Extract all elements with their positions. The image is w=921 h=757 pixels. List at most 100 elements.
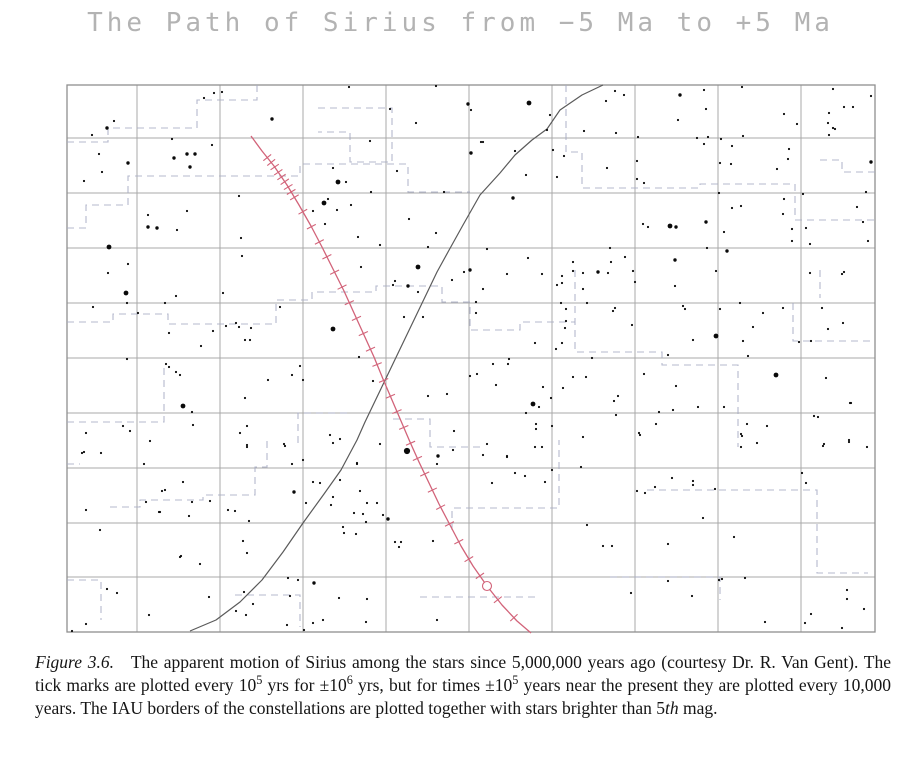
- star: [311, 621, 315, 625]
- star: [445, 392, 449, 396]
- star: [163, 488, 167, 492]
- time-tick: [398, 424, 409, 430]
- star: [729, 162, 733, 166]
- star: [826, 121, 830, 125]
- star: [198, 562, 202, 566]
- star: [614, 131, 618, 135]
- star: [610, 544, 614, 548]
- star: [827, 111, 831, 115]
- star: [730, 206, 734, 210]
- star: [239, 236, 243, 240]
- star: [245, 443, 249, 447]
- star: [388, 107, 392, 111]
- star: [485, 442, 489, 446]
- star: [713, 487, 717, 491]
- star: [657, 410, 661, 414]
- time-tick: [351, 315, 362, 321]
- star: [614, 413, 618, 417]
- star: [845, 597, 849, 601]
- star: [549, 396, 553, 400]
- star: [163, 301, 167, 305]
- star: [608, 246, 612, 250]
- constellation-border-line: [393, 418, 480, 448]
- star: [349, 203, 353, 207]
- time-tick: [365, 346, 376, 352]
- star: [364, 620, 368, 624]
- star: [739, 445, 743, 449]
- star: [641, 222, 645, 226]
- star: [821, 444, 825, 448]
- star: [106, 271, 110, 275]
- time-tick: [329, 269, 340, 275]
- star: [128, 429, 132, 433]
- star: [142, 462, 146, 466]
- star: [585, 523, 589, 527]
- star: [609, 260, 613, 264]
- star: [354, 532, 358, 536]
- star: [224, 324, 228, 328]
- star: [321, 618, 325, 622]
- star: [312, 581, 316, 585]
- time-tick: [435, 504, 446, 510]
- star: [207, 595, 211, 599]
- star: [751, 325, 755, 329]
- time-tick: [509, 613, 518, 622]
- star: [719, 137, 723, 141]
- star: [696, 405, 700, 409]
- time-tick: [454, 538, 464, 545]
- star: [551, 148, 555, 152]
- time-tick: [298, 208, 308, 215]
- time-tick: [322, 254, 332, 260]
- star: [436, 454, 440, 458]
- star: [667, 223, 673, 229]
- star: [435, 618, 439, 622]
- star: [278, 305, 282, 309]
- time-tick: [493, 596, 503, 604]
- star: [180, 403, 186, 409]
- star: [816, 415, 820, 419]
- star: [211, 329, 215, 333]
- star: [147, 613, 151, 617]
- star: [622, 93, 626, 97]
- star: [683, 307, 687, 311]
- star: [357, 355, 361, 359]
- star: [562, 154, 566, 158]
- star: [136, 311, 140, 315]
- star: [70, 629, 74, 633]
- star: [579, 465, 583, 469]
- caption-segment: yrs for ±10: [262, 674, 347, 695]
- star: [208, 499, 212, 503]
- star: [745, 422, 749, 426]
- time-tick: [464, 556, 474, 563]
- star: [123, 290, 129, 296]
- star: [202, 96, 206, 100]
- star: [717, 578, 721, 582]
- caption-segment: The apparent motion of Sirius among the …: [35, 652, 892, 695]
- star: [479, 140, 483, 144]
- star: [391, 283, 395, 287]
- star: [105, 587, 109, 591]
- star: [714, 269, 718, 273]
- star: [695, 136, 699, 140]
- star: [563, 326, 567, 330]
- constellation-border-line: [235, 594, 301, 627]
- star: [842, 105, 846, 109]
- star: [298, 364, 302, 368]
- star: [466, 102, 470, 106]
- star: [643, 491, 647, 495]
- star: [704, 220, 708, 224]
- star: [481, 140, 485, 144]
- star: [523, 474, 527, 478]
- star: [199, 344, 203, 348]
- star: [612, 399, 616, 403]
- star: [513, 471, 517, 475]
- star: [739, 432, 743, 436]
- star: [590, 356, 594, 360]
- star: [827, 133, 831, 137]
- star: [559, 301, 563, 305]
- star: [188, 165, 192, 169]
- star: [800, 471, 804, 475]
- star: [790, 227, 794, 231]
- star: [555, 283, 559, 287]
- figure-title: The Path of Sirius from −5 Ma to +5 Ma: [87, 8, 834, 38]
